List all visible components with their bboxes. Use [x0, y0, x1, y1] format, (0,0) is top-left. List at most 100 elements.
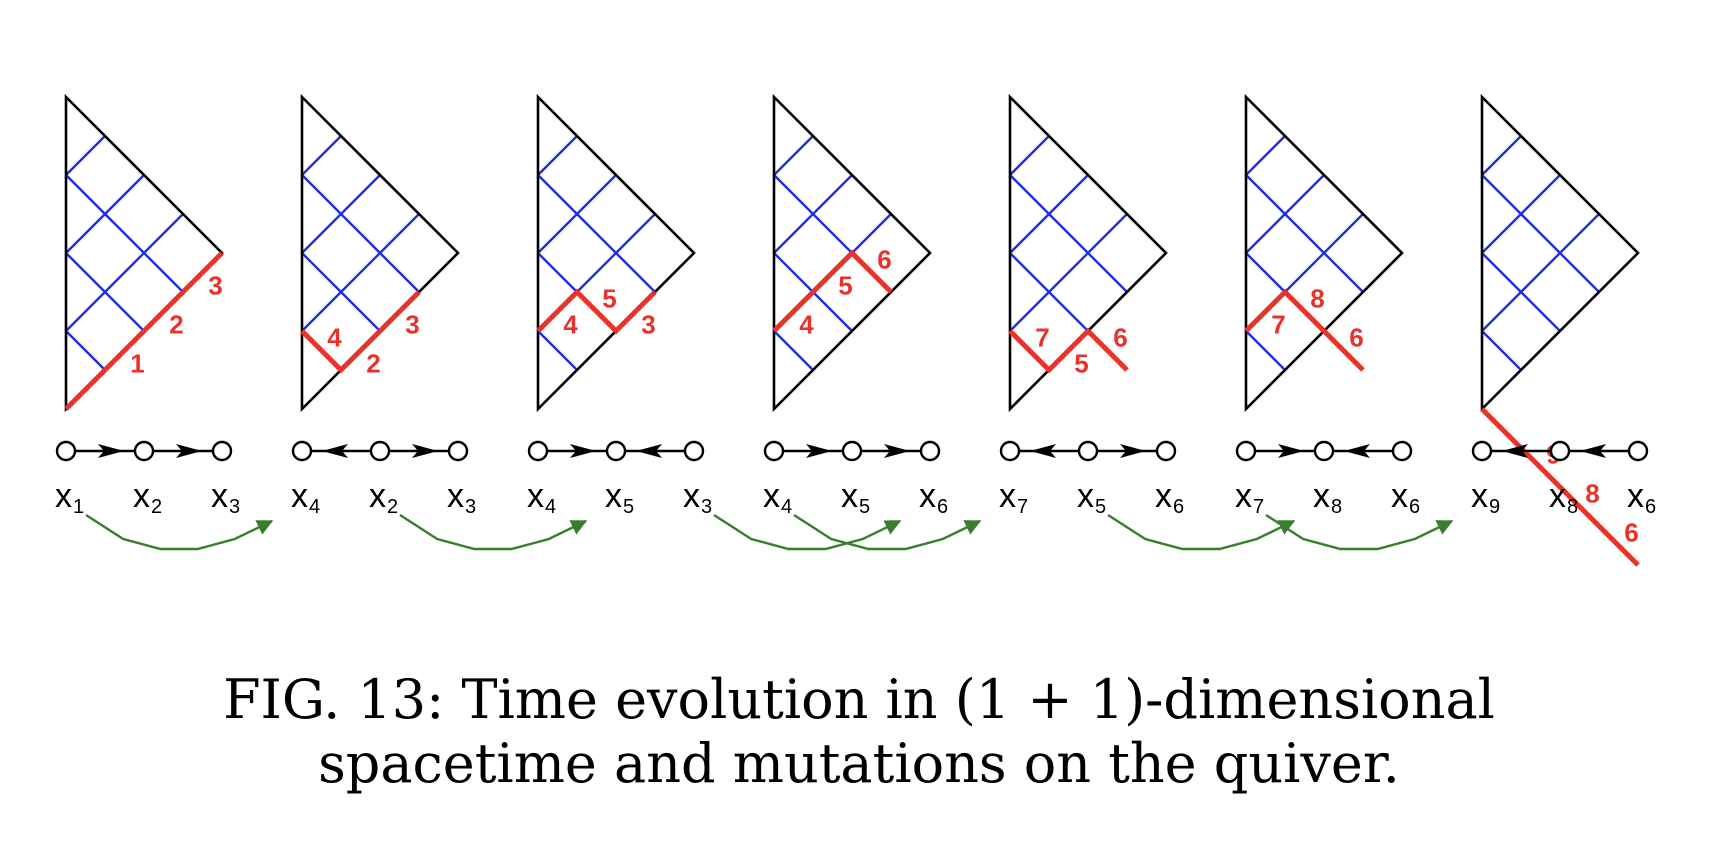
variable-label: x8: [1549, 477, 1578, 518]
quiver-node: [447, 440, 469, 462]
lattice-line: [1481, 135, 1522, 176]
lattice-line: [65, 213, 184, 332]
variable-label: x8: [1313, 477, 1342, 518]
mutation-arrow: [1265, 513, 1454, 551]
mutation-arrow: [713, 513, 902, 551]
mutation-arrow: [85, 513, 274, 551]
quiver-node: [1077, 440, 1099, 462]
lattice-line: [1481, 213, 1600, 332]
quiver-node: [211, 440, 233, 462]
lattice-line: [301, 135, 342, 176]
variable-label: x2: [369, 477, 398, 518]
lattice-line: [65, 135, 106, 176]
edge-label: 8: [1310, 284, 1324, 314]
edge-label: 3: [208, 271, 222, 301]
lattice-line: [1009, 174, 1089, 254]
lattice-grid: [1009, 135, 1128, 371]
edge-label: 6: [1349, 323, 1363, 353]
lattice-grid: [1481, 135, 1600, 371]
lattice-grid: [773, 135, 892, 371]
variable-label: x4: [291, 477, 320, 518]
edge-label: 4: [563, 310, 578, 340]
edge-label: 7: [1035, 323, 1049, 353]
edge-label: 4: [799, 310, 814, 340]
front-path: [536, 288, 657, 335]
lattice-line: [1245, 135, 1286, 176]
quiver-node: [841, 440, 863, 462]
variable-label: x3: [447, 477, 476, 518]
quiver-arrowhead: [1278, 444, 1304, 458]
spacetime-triangle: [772, 93, 932, 413]
panel-2: 423 x4 x2 x3: [291, 93, 476, 518]
variable-label: x6: [1155, 477, 1184, 518]
quiver-node: [1627, 440, 1649, 462]
quiver-arrowhead: [884, 444, 910, 458]
edge-label: 2: [366, 349, 380, 379]
quiver-arrowhead: [98, 444, 124, 458]
lattice-line: [1481, 330, 1522, 371]
quiver-node: [1471, 440, 1493, 462]
quiver: x4 x5 x3: [527, 440, 712, 518]
quiver-node: [1391, 440, 1413, 462]
panel-6: 786 x7 x8 x6: [1235, 93, 1420, 518]
variable-label: x7: [1235, 477, 1264, 518]
quiver-node: [133, 440, 155, 462]
front-path: [300, 290, 421, 374]
variable-label: x3: [211, 477, 240, 518]
spacetime-triangle: [1480, 93, 1640, 413]
quiver: x4 x2 x3: [291, 440, 476, 518]
variable-label: x5: [841, 477, 870, 518]
variable-label: x2: [133, 477, 162, 518]
variable-label: x5: [1077, 477, 1106, 518]
caption-line-1: FIG. 13: Time evolution in (1 + 1)-dimen…: [223, 668, 1495, 731]
quiver-node: [1155, 440, 1177, 462]
quiver-node: [1235, 440, 1257, 462]
lattice-line: [1245, 174, 1364, 293]
quiver-arrowhead: [1344, 444, 1370, 458]
lattice-line: [537, 135, 578, 176]
edge-label: 5: [1074, 349, 1088, 379]
lattice-line: [65, 330, 106, 371]
lattice-line: [1245, 174, 1325, 254]
mutation-arrows: [85, 513, 1454, 551]
quiver: x1 x2 x3: [55, 440, 240, 518]
edge-label: 4: [327, 323, 342, 353]
quiver-node: [605, 440, 627, 462]
lattice-line: [1481, 174, 1561, 254]
front-path: [1480, 407, 1640, 567]
quiver-node: [291, 440, 313, 462]
mutation-arrow: [793, 513, 982, 551]
quiver-arrowhead: [806, 444, 832, 458]
quiver: x9 x8 x6: [1471, 440, 1656, 518]
quiver-node: [55, 440, 77, 462]
variable-label: x6: [1391, 477, 1420, 518]
variable-label: x4: [763, 477, 792, 518]
variable-label: x7: [999, 477, 1028, 518]
quiver-arrowhead: [636, 444, 662, 458]
lattice-line: [301, 213, 420, 332]
variable-label: x1: [55, 477, 84, 518]
quiver-node: [919, 440, 941, 462]
edge-label: 6: [877, 245, 891, 275]
quiver-arrowhead: [412, 444, 438, 458]
edge-label: 8: [1585, 479, 1599, 509]
lattice-line: [301, 174, 381, 254]
lattice-line: [773, 330, 814, 371]
quiver-node: [369, 440, 391, 462]
lattice-line: [1009, 213, 1128, 332]
panel-1: 123 x1 x2 x3: [55, 93, 240, 518]
edge-label: 3: [641, 310, 655, 340]
front-path: [772, 249, 893, 333]
lattice-grid: [65, 135, 184, 371]
lattice-line: [1481, 174, 1600, 293]
quiver: x7 x8 x6: [1235, 440, 1420, 518]
edge-label: 5: [838, 271, 852, 301]
panel-7: 986x9x8x6: [1471, 93, 1656, 567]
lattice-line: [1009, 174, 1128, 293]
caption-line-2: spacetime and mutations on the quiver.: [318, 732, 1400, 795]
edge-label: 6: [1113, 323, 1127, 353]
quiver-node: [763, 440, 785, 462]
quiver-arrowhead: [176, 444, 202, 458]
mutation-arrow: [1107, 513, 1296, 551]
